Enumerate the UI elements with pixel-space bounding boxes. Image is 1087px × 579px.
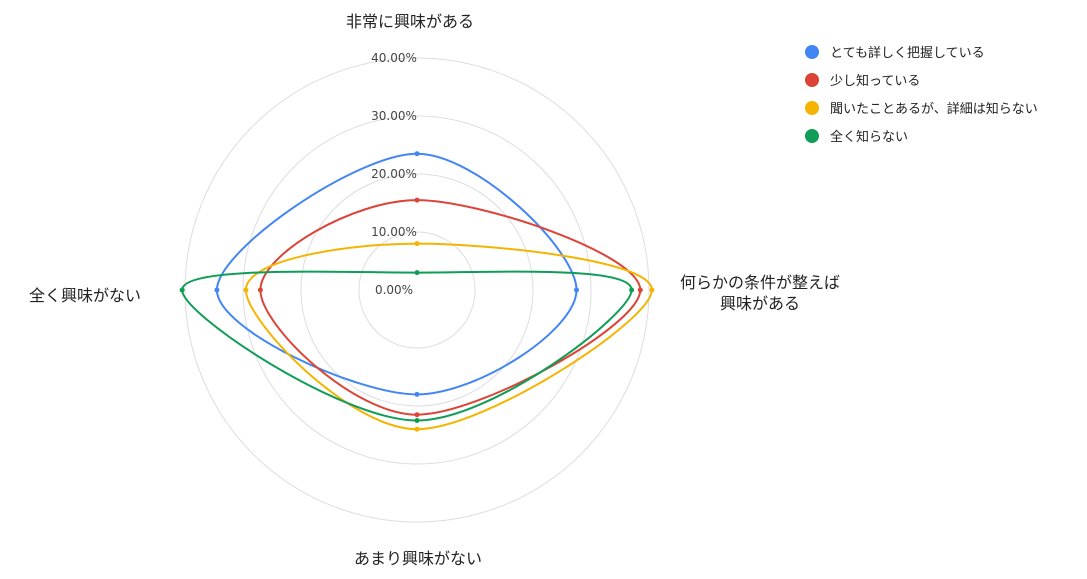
data-point (414, 270, 420, 276)
tick-label: 40.00% (371, 51, 417, 65)
data-point (414, 412, 420, 418)
axis-label: 非常に興味がある (346, 12, 474, 31)
legend: とても詳しく把握している少し知っている聞いたことあるが、詳細は知らない全く知らな… (805, 45, 1038, 145)
data-point (414, 241, 420, 247)
axis-label-line: あまり興味がない (354, 549, 482, 568)
grid-circle (358, 231, 476, 349)
series-line (259, 199, 642, 416)
tick-label: 10.00% (371, 225, 417, 239)
axis-label-line: 興味がある (720, 294, 800, 313)
data-point (414, 426, 420, 432)
legend-swatch (805, 45, 819, 59)
axis-label: 何らかの条件が整えば興味がある (680, 273, 840, 313)
grid-circle (300, 173, 534, 407)
data-point (414, 418, 420, 423)
series-group (179, 151, 655, 432)
data-point (179, 287, 185, 293)
legend-label: 少し知っている (830, 73, 920, 89)
data-point (649, 287, 655, 293)
data-point (637, 287, 643, 293)
legend-label: とても詳しく把握している (830, 45, 985, 61)
data-point (243, 287, 249, 293)
series-line (215, 152, 578, 396)
data-point (214, 287, 220, 293)
data-point (257, 287, 263, 293)
grid-circle (184, 57, 650, 523)
legend-label: 全く知らない (830, 129, 908, 145)
data-point (414, 151, 420, 157)
data-point (414, 391, 420, 397)
legend-swatch (805, 129, 819, 143)
tick-label: 0.00% (375, 283, 413, 297)
axis-label-line: 全く興味がない (29, 286, 141, 305)
axis-label-line: 何らかの条件が整えば (680, 273, 840, 292)
legend-swatch (805, 101, 819, 115)
axis-label-line: 非常に興味がある (346, 12, 474, 31)
legend-swatch (805, 73, 819, 87)
data-point (414, 197, 420, 203)
radar-grid (184, 57, 650, 523)
data-point (574, 287, 579, 293)
legend-label: 聞いたことあるが、詳細は知らない (830, 101, 1038, 117)
series-line (244, 242, 653, 431)
grid-circle (242, 115, 592, 465)
tick-label: 20.00% (371, 167, 417, 181)
axis-label: 全く興味がない (29, 286, 141, 305)
radial-tick-labels: 0.00% 10.00% 20.00% 30.00% 40.00% (371, 51, 417, 297)
axis-label: あまり興味がない (354, 549, 482, 568)
data-point (629, 287, 635, 293)
tick-label: 30.00% (371, 109, 417, 123)
